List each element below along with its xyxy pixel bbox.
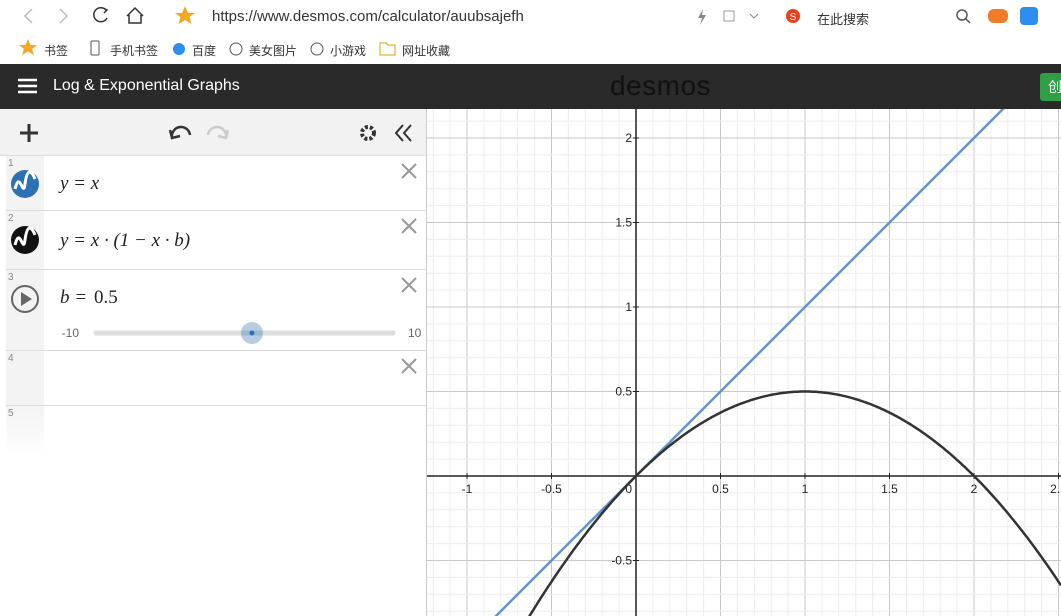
color-icon[interactable] [10, 225, 40, 255]
graph-title: Log & Exponential Graphs [53, 77, 240, 94]
row-index: 5 [8, 408, 14, 419]
y-tick-label: 1 [625, 300, 632, 314]
x-tick-label: 2.5 [1050, 482, 1061, 496]
slider[interactable]: -10 10 [46, 316, 426, 346]
play-button[interactable] [10, 284, 40, 314]
bookmarks-bar: 书签 手机书签 百度 美女图片 小游戏 网址收藏 [0, 34, 1061, 64]
x-tick-label: 1 [802, 482, 809, 496]
toolbar-buttons [20, 124, 412, 142]
expression-row[interactable]: 2 y = x · (1 − x · b) [6, 211, 426, 270]
gutter [6, 406, 44, 456]
x-tick-label: 2 [971, 482, 978, 496]
toolbar-icons [956, 7, 1038, 25]
svg-text:S: S [790, 12, 797, 23]
graph-paper[interactable]: -1 -0.5 0.5 1 1.5 2 2.5 2 1.5 1 0.5 -0.5 0 [427, 109, 1061, 616]
curve-parabola [528, 390, 1061, 616]
curve-line [494, 109, 1005, 616]
row-index: 1 [8, 158, 14, 169]
y-tick-label: 0.5 [615, 385, 632, 399]
x-tick-label: -0.5 [541, 482, 562, 496]
y-tick-label: 1.5 [615, 216, 632, 230]
delete-button[interactable] [400, 276, 418, 294]
create-button[interactable]: 创 [1040, 73, 1061, 101]
x-tick-label: 1.5 [881, 482, 898, 496]
url-actions: S [698, 9, 800, 25]
row-index: 4 [8, 353, 14, 364]
color-icon[interactable] [10, 169, 40, 199]
slider-value[interactable]: 0.5 [94, 287, 118, 308]
bookmark[interactable]: 小游戏 [330, 44, 367, 58]
bookmark[interactable]: 手机书签 [110, 44, 159, 58]
expression[interactable]: y = x [60, 173, 100, 194]
bookmark[interactable]: 书签 [44, 44, 69, 58]
menu-icon[interactable] [18, 77, 38, 95]
y-tick-label: -0.5 [611, 554, 632, 568]
origin-label: 0 [625, 482, 632, 496]
slider-handle-dot [249, 330, 255, 336]
expression-row[interactable]: 1 y = x [6, 156, 426, 211]
desmos-header: Log & Exponential Graphs desmos 创 [0, 64, 1061, 109]
delete-button[interactable] [400, 217, 418, 235]
gutter [6, 270, 44, 350]
slider-row[interactable]: 3 b = 0.5 -10 10 [6, 270, 426, 351]
add-button[interactable] [20, 124, 38, 142]
expression[interactable]: y = x · (1 − x · b) [60, 230, 191, 251]
collapse-button[interactable] [394, 124, 412, 142]
url-bar[interactable]: https://www.desmos.com/calculator/auubsa… [212, 8, 524, 25]
expression-panel: 1 y = x 2 y = x · (1 − x · b) 3 b = 0.5 … [0, 109, 427, 616]
delete-button[interactable] [400, 357, 418, 375]
gutter [6, 351, 44, 405]
undo-button[interactable] [168, 125, 192, 140]
bookmark[interactable]: 美女图片 [249, 44, 298, 58]
logo: desmos [610, 70, 712, 101]
bookmark[interactable]: 网址收藏 [402, 44, 451, 58]
x-tick-label: 0.5 [712, 482, 729, 496]
bookmark[interactable]: 百度 [192, 44, 217, 58]
search-box[interactable]: 在此搜索 [817, 12, 870, 27]
slider-min: -10 [62, 326, 80, 340]
settings-button[interactable] [360, 125, 376, 141]
expression-row[interactable]: 5 [6, 406, 426, 456]
y-tick-label: 2 [625, 131, 632, 145]
expression-row[interactable]: 4 [6, 351, 426, 406]
redo-button[interactable] [206, 125, 230, 140]
row-index: 2 [8, 213, 14, 224]
slider-label[interactable]: b = [60, 287, 88, 308]
expression-toolbar [0, 109, 426, 156]
nav-icons [23, 6, 195, 24]
bookmark-icons [19, 39, 396, 56]
x-tick-label: -1 [462, 482, 473, 496]
delete-button[interactable] [400, 162, 418, 180]
slider-max: 10 [408, 326, 422, 340]
row-index: 3 [8, 272, 14, 283]
browser-toolbar: https://www.desmos.com/calculator/auubsa… [0, 0, 1061, 35]
